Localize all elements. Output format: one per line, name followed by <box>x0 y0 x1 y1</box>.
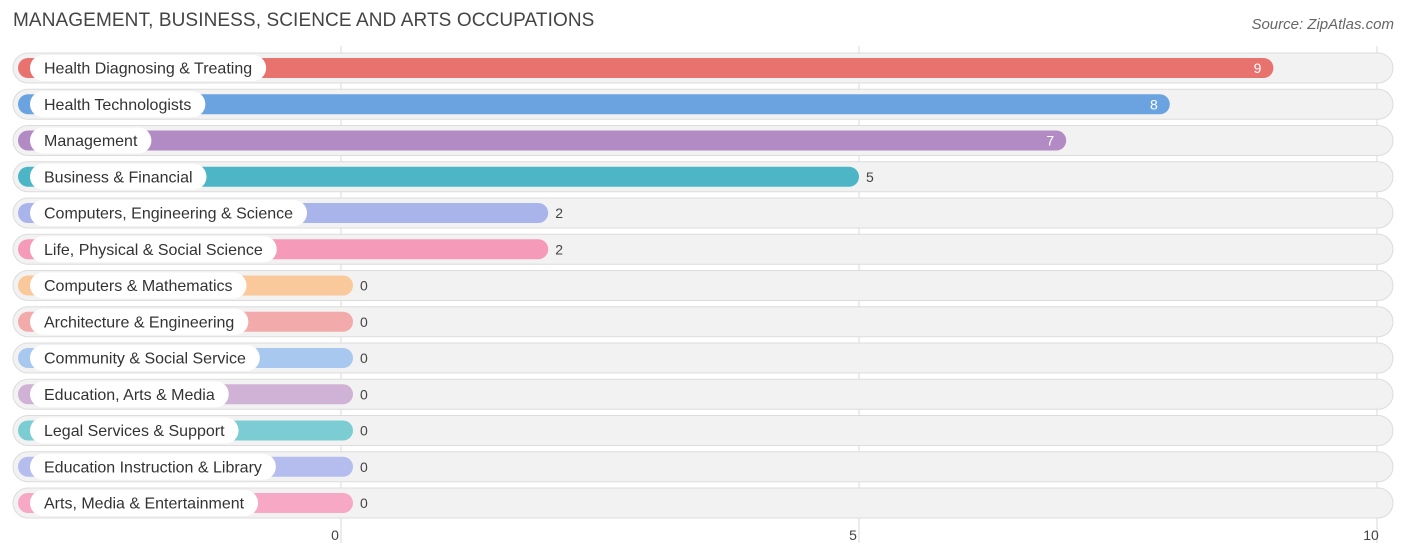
category-label-pill <box>30 453 276 480</box>
category-label: Computers, Engineering & Science <box>44 206 293 223</box>
x-tick-label: 0 <box>331 527 339 543</box>
row-background <box>12 451 1394 483</box>
row-background <box>12 487 1394 519</box>
category-label-pill <box>30 272 247 299</box>
category-label-pill <box>30 163 207 190</box>
category-label: Education Instruction & Library <box>44 459 262 476</box>
bar <box>18 130 1067 151</box>
value-label: 0 <box>360 278 368 294</box>
category-label: Arts, Media & Entertainment <box>44 496 245 513</box>
value-label: 8 <box>1150 96 1158 112</box>
value-label: 7 <box>1046 133 1054 149</box>
value-label: 0 <box>360 350 368 366</box>
category-label-pill <box>30 236 277 263</box>
category-label: Education, Arts & Media <box>44 387 215 404</box>
category-label-pill <box>30 417 239 444</box>
category-label-pill <box>30 127 152 154</box>
category-label-pill <box>30 345 260 371</box>
value-label: 0 <box>360 495 368 511</box>
category-label: Architecture & Engineering <box>44 314 234 331</box>
row-background <box>12 378 1394 410</box>
x-tick-label: 5 <box>849 527 857 543</box>
category-label: Community & Social Service <box>44 351 246 368</box>
category-label: Legal Services & Support <box>44 423 225 440</box>
category-label: Computers & Mathematics <box>44 278 233 295</box>
category-label: Health Technologists <box>44 97 191 114</box>
value-label: 2 <box>555 241 563 257</box>
bar <box>18 166 859 187</box>
row-background <box>12 342 1394 374</box>
bar <box>18 94 1170 115</box>
row-background <box>12 270 1394 301</box>
category-label: Management <box>44 133 138 150</box>
category-label: Life, Physical & Social Science <box>44 242 263 259</box>
category-label-pill <box>30 490 259 516</box>
row-background <box>12 415 1394 446</box>
value-label: 0 <box>360 386 368 402</box>
bar <box>18 58 1274 78</box>
value-label: 9 <box>1254 60 1262 76</box>
category-label: Business & Financial <box>44 169 193 186</box>
value-label: 0 <box>360 314 368 330</box>
category-label: Health Diagnosing & Treating <box>44 61 252 78</box>
value-label: 0 <box>360 459 368 475</box>
chart-source: Source: ZipAtlas.com <box>1251 16 1394 33</box>
category-label-pill <box>30 55 267 81</box>
value-label: 5 <box>866 169 874 185</box>
category-label-pill <box>30 91 206 118</box>
value-label: 2 <box>555 205 563 221</box>
x-tick-label: 10 <box>1363 527 1379 543</box>
category-label-pill <box>30 381 229 408</box>
chart-title: MANAGEMENT, BUSINESS, SCIENCE AND ARTS O… <box>13 10 595 31</box>
row-background <box>12 306 1394 338</box>
category-label-pill <box>30 308 249 335</box>
category-label-pill <box>30 200 308 226</box>
value-label: 0 <box>360 423 368 439</box>
